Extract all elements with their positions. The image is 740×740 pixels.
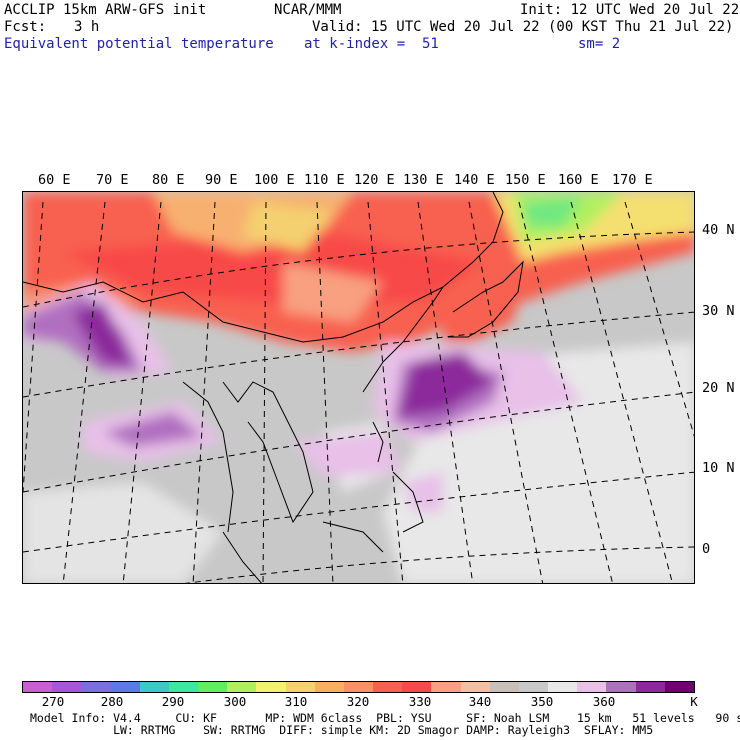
valid-time: Valid: 15 UTC Wed 20 Jul 22 (00 KST Thu …	[312, 19, 734, 35]
forecast-label: Fcst:	[4, 19, 47, 35]
colorbar-label: 350	[530, 694, 554, 709]
colorbar-swatch	[606, 682, 636, 692]
coastlines	[23, 192, 524, 583]
colorbar-swatch	[635, 682, 665, 692]
colorbar-swatch	[314, 682, 344, 692]
lon-label-120e: 120 E	[354, 172, 395, 188]
lon-label-130e: 130 E	[403, 172, 444, 188]
colorbar-swatch	[664, 682, 694, 692]
colorbar-swatch	[373, 682, 403, 692]
colorbar-swatch	[285, 682, 315, 692]
colorbar	[22, 681, 695, 693]
colorbar-swatch	[168, 682, 199, 692]
lat-label-0: 0	[702, 541, 711, 557]
colorbar-swatch	[489, 682, 519, 692]
k-index: at k-index = 51	[304, 36, 439, 52]
model-info-line2: LW: RRTMG SW: RRTMG DIFF: simple KM: 2D …	[30, 723, 654, 737]
init-time: Init: 12 UTC Wed 20 Jul 22	[520, 2, 740, 18]
colorbar-swatch	[227, 682, 257, 692]
colorbar-label: 300	[223, 694, 247, 709]
colorbar-swatch	[198, 682, 228, 692]
forecast-value: 3 h	[74, 19, 100, 35]
model-title: ACCLIP 15km ARW-GFS init	[4, 2, 207, 18]
colorbar-swatch	[52, 682, 82, 692]
colorbar-swatch	[81, 682, 111, 692]
colorbar-swatch	[343, 682, 374, 692]
colorbar-swatch	[460, 682, 490, 692]
lon-label-110e: 110 E	[304, 172, 345, 188]
model-info-line1: Model Info: V4.4 CU: KF MP: WDM 6class P…	[30, 711, 740, 725]
map-canvas	[23, 192, 694, 583]
lon-label-140e: 140 E	[454, 172, 495, 188]
lon-label-160e: 160 E	[558, 172, 599, 188]
lat-label-30n: 30 N	[702, 303, 735, 319]
lon-label-100e: 100 E	[254, 172, 295, 188]
colorbar-label: 360	[592, 694, 616, 709]
smoothing: sm= 2	[578, 36, 621, 52]
lat-label-10n: 10 N	[702, 460, 735, 476]
lat-label-20n: 20 N	[702, 380, 735, 396]
colorbar-swatch	[139, 682, 169, 692]
colorbar-label: 270	[41, 694, 65, 709]
colorbar-swatch	[256, 682, 286, 692]
colorbar-swatch	[110, 682, 140, 692]
lon-label-170e: 170 E	[612, 172, 653, 188]
lon-label-80e: 80 E	[152, 172, 185, 188]
lon-label-150e: 150 E	[505, 172, 546, 188]
colorbar-label: 320	[346, 694, 370, 709]
colorbar-label: 330	[408, 694, 432, 709]
colorbar-swatch	[548, 682, 578, 692]
colorbar-label: 290	[161, 694, 185, 709]
colorbar-swatch	[577, 682, 607, 692]
colorbar-swatch	[402, 682, 432, 692]
colorbar-swatch	[23, 682, 53, 692]
graticule	[23, 201, 694, 583]
colorbar-label: 340	[468, 694, 492, 709]
lon-label-60e: 60 E	[38, 172, 71, 188]
field-name: Equivalent potential temperature	[4, 36, 274, 52]
lon-label-90e: 90 E	[205, 172, 238, 188]
theta-e-map	[22, 191, 695, 584]
colorbar-swatch	[431, 682, 461, 692]
lon-label-70e: 70 E	[96, 172, 129, 188]
colorbar-label: 310	[284, 694, 308, 709]
colorbar-unit: K	[690, 694, 698, 709]
lat-label-40n: 40 N	[702, 222, 735, 238]
center-name: NCAR/MMM	[274, 2, 342, 18]
colorbar-swatch	[518, 682, 549, 692]
colorbar-label: 280	[100, 694, 124, 709]
